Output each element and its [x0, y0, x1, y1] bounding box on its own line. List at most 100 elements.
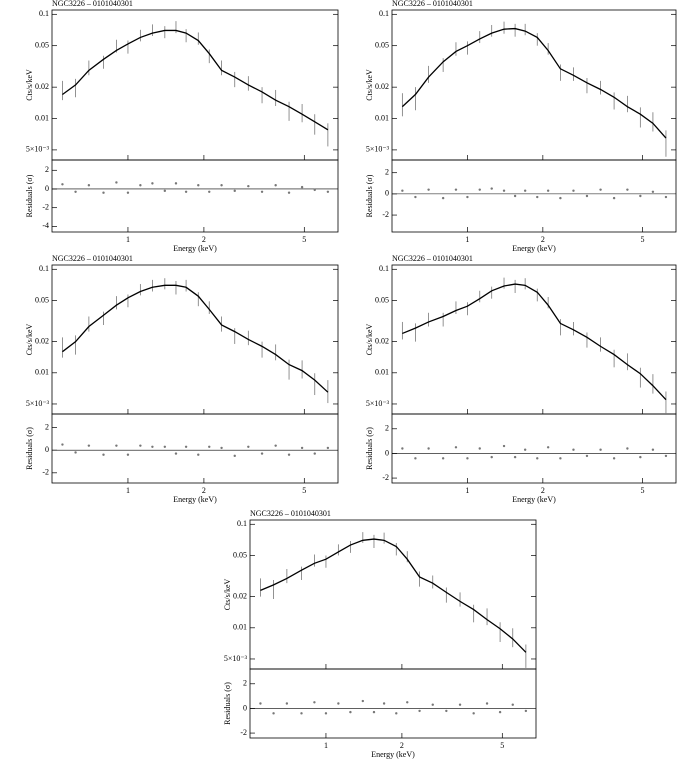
x-tick-label: 1	[324, 741, 328, 750]
x-tick-label: 1	[126, 235, 130, 244]
residual-point	[599, 448, 602, 451]
residual-point	[274, 184, 277, 187]
residual-y-tick-label: -2	[382, 210, 389, 219]
y-tick-label: 0.01	[375, 368, 389, 377]
x-tick-label: 5	[500, 741, 504, 750]
panel-title: NGC3226 – 0101040301	[52, 0, 133, 8]
residual-frame	[391, 159, 677, 233]
residual-point	[287, 453, 291, 456]
y-tick-label: 0.1	[379, 264, 389, 273]
residual-point	[300, 446, 304, 450]
residual-point	[300, 712, 303, 715]
residual-point	[513, 194, 517, 198]
y-tick-label: 0.1	[379, 9, 389, 18]
residual-point	[361, 699, 365, 703]
residual-point	[61, 183, 64, 186]
residual-y-axis-label: Residuals (σ)	[365, 174, 374, 217]
panel-title: NGC3226 – 0101040301	[392, 0, 473, 8]
x-axis-label: Energy (keV)	[371, 750, 415, 759]
residual-point	[441, 457, 445, 460]
residual-y-axis-label: Residuals (σ)	[25, 427, 34, 470]
y-tick-label: 0.05	[375, 41, 389, 50]
residual-point	[466, 457, 469, 460]
residual-point	[546, 189, 550, 192]
residual-y-tick-label: 2	[243, 679, 247, 688]
residual-point	[401, 447, 404, 450]
residual-point	[559, 457, 562, 460]
y-axis-label: Cts/s/keV	[223, 579, 232, 611]
residual-point	[247, 184, 250, 188]
panel-title: NGC3226 – 0101040301	[250, 509, 331, 518]
plot-frame	[391, 264, 677, 415]
residual-point	[454, 188, 458, 191]
residual-point	[87, 444, 91, 447]
residual-y-axis-label: Residuals (σ)	[223, 682, 232, 725]
residual-y-tick-label: 2	[45, 165, 49, 174]
y-tick-label: 0.1	[39, 264, 49, 273]
y-axis-label: Cts/s/keV	[25, 69, 34, 101]
residual-point	[61, 443, 64, 446]
residual-y-tick-label: -2	[42, 203, 49, 212]
residual-point	[478, 188, 481, 191]
residual-point	[349, 710, 352, 714]
residual-point	[523, 448, 527, 451]
model-line	[401, 27, 667, 139]
y-tick-label: 0.05	[375, 295, 389, 304]
residual-point	[498, 710, 502, 714]
residual-y-tick-label: 2	[385, 424, 389, 433]
model-line	[62, 284, 329, 393]
residual-point	[174, 182, 178, 185]
residual-point	[401, 189, 404, 192]
residual-point	[247, 445, 250, 449]
model-line	[260, 538, 527, 653]
residual-point	[502, 444, 506, 448]
residual-point	[260, 190, 264, 193]
y-tick-label: 5×10⁻³	[26, 145, 50, 154]
residual-point	[151, 182, 154, 185]
residual-point	[406, 701, 409, 704]
residual-y-tick-label: -2	[240, 728, 247, 737]
residual-point	[151, 445, 154, 449]
residual-point	[87, 184, 91, 187]
residual-point	[546, 446, 550, 449]
x-tick-label: 2	[400, 741, 404, 750]
residual-point	[274, 444, 277, 447]
residual-y-tick-label: 0	[45, 184, 49, 193]
plot-frame	[391, 9, 677, 161]
residual-point	[324, 712, 328, 715]
residual-point	[651, 448, 655, 451]
y-tick-label: 5×10⁻³	[366, 145, 390, 154]
residual-point	[313, 188, 316, 192]
residual-point	[524, 709, 528, 713]
residual-point	[163, 189, 167, 193]
residual-point	[536, 457, 539, 460]
model-line	[62, 29, 329, 131]
y-tick-label: 0.05	[233, 550, 247, 559]
residual-point	[664, 454, 668, 458]
x-tick-label: 2	[541, 235, 545, 244]
residual-y-tick-label: -2	[382, 473, 389, 482]
x-tick-label: 1	[126, 486, 130, 495]
residual-point	[585, 454, 589, 458]
plot-frame	[51, 9, 339, 161]
residual-point	[445, 709, 448, 713]
x-axis-label: Energy (keV)	[173, 244, 217, 253]
y-axis-label: Cts/s/keV	[365, 324, 374, 356]
residual-point	[513, 455, 517, 459]
residual-point	[259, 702, 262, 705]
plot-frame	[249, 519, 537, 670]
x-tick-label: 1	[465, 235, 469, 244]
residual-point	[626, 447, 629, 450]
x-tick-label: 1	[465, 486, 469, 495]
x-tick-label: 2	[202, 235, 206, 244]
residual-point	[536, 195, 539, 199]
residual-point	[414, 195, 417, 199]
x-axis-label: Energy (keV)	[512, 244, 556, 253]
residual-point	[502, 189, 506, 192]
residual-point	[418, 709, 421, 713]
y-tick-label: 5×10⁻³	[366, 399, 390, 408]
residual-point	[184, 445, 188, 449]
residual-frame	[391, 413, 677, 484]
residual-point	[220, 184, 223, 187]
y-tick-label: 0.01	[35, 368, 49, 377]
